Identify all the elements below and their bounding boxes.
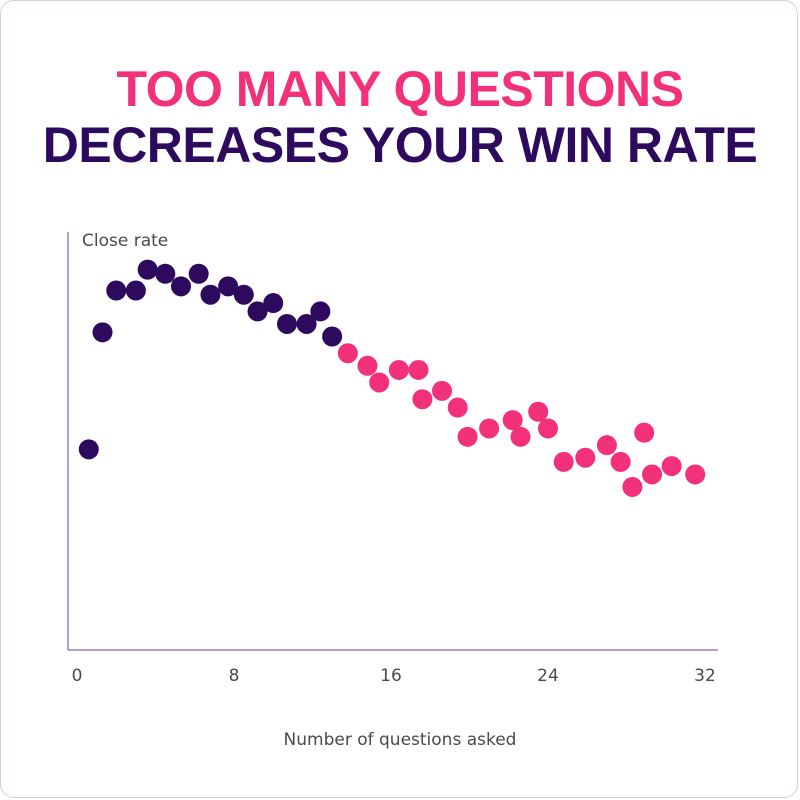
data-points <box>78 259 706 497</box>
x-tick-label: 0 <box>72 666 83 686</box>
title-line-2: DECREASES YOUR WIN RATE <box>42 117 758 173</box>
data-point <box>538 418 558 439</box>
title-line-1: TOO MANY QUESTIONS <box>116 61 684 117</box>
data-point <box>106 280 127 301</box>
data-point <box>510 426 531 447</box>
data-point <box>137 259 158 280</box>
data-point <box>432 380 453 401</box>
x-tick-label: 16 <box>380 666 402 686</box>
data-point <box>188 263 209 284</box>
data-point <box>233 284 254 305</box>
data-point <box>622 476 643 497</box>
data-point <box>263 293 284 314</box>
x-tick-label: 24 <box>537 666 559 686</box>
data-point <box>528 401 549 422</box>
data-point <box>92 322 113 343</box>
data-point <box>457 426 478 447</box>
data-point <box>369 372 390 393</box>
data-point <box>310 301 331 322</box>
data-point <box>388 359 409 380</box>
data-point <box>634 422 655 443</box>
data-point <box>78 439 99 460</box>
data-point <box>337 343 358 364</box>
data-point <box>276 313 297 334</box>
x-axis-label: Number of questions asked <box>284 730 517 750</box>
data-point <box>218 276 239 297</box>
data-point <box>685 464 706 485</box>
data-point <box>610 451 631 472</box>
data-point <box>247 301 268 322</box>
data-point <box>642 464 663 485</box>
y-axis-label: Close rate <box>82 231 168 251</box>
data-point <box>661 456 682 477</box>
data-point <box>412 389 433 410</box>
data-point <box>125 280 146 301</box>
data-point <box>200 284 221 305</box>
x-tick-label: 8 <box>229 666 240 686</box>
data-point <box>553 451 574 472</box>
data-point <box>502 410 523 431</box>
data-point <box>357 355 378 376</box>
data-point <box>155 263 176 284</box>
data-point <box>171 276 192 297</box>
data-point <box>575 447 596 468</box>
data-point <box>296 313 317 334</box>
x-tick-labels: 0 8 16 24 32 <box>72 666 716 686</box>
x-tick-label: 32 <box>694 666 716 686</box>
data-point <box>447 397 468 418</box>
data-point <box>596 435 617 456</box>
data-point <box>408 359 429 380</box>
data-point <box>479 418 500 439</box>
data-point <box>322 326 343 347</box>
